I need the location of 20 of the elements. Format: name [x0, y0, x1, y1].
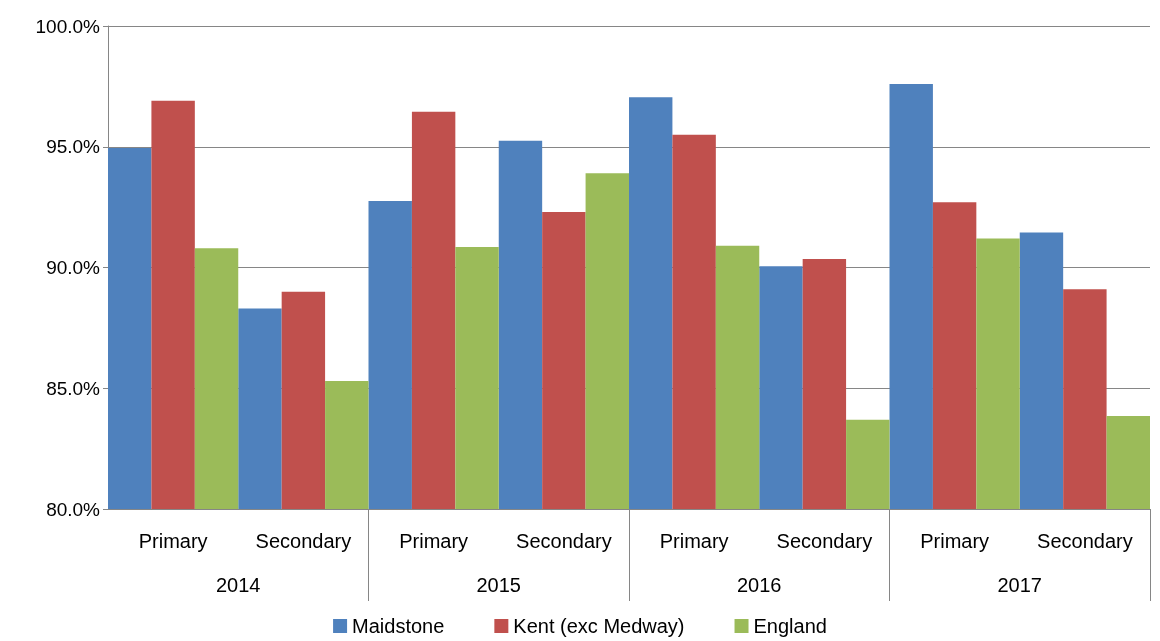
x-tick-label: Secondary [776, 530, 873, 552]
y-tick-label: 100.0% [35, 15, 101, 37]
legend-label: Kent (exc Medway) [513, 615, 685, 637]
text: 2014 [216, 574, 261, 596]
y-tick-label: 85.0% [46, 377, 101, 399]
x-tick-label: Secondary [1037, 530, 1133, 552]
y-tick-label: 95.0% [46, 136, 101, 158]
x-tick-label: Primary [399, 530, 469, 552]
text: 2017 [997, 574, 1042, 596]
legend-label: Maidstone [352, 615, 445, 637]
x-tick-label: Secondary [516, 530, 612, 552]
x-tick-label: Primary [138, 530, 208, 552]
x-tick-label: Secondary [255, 530, 352, 552]
text: 2015 [476, 574, 521, 596]
legend-label: England [753, 615, 827, 637]
text: 2016 [737, 574, 782, 596]
x-tick-label: Primary [659, 530, 729, 552]
y-tick-label: 90.0% [46, 257, 101, 278]
x-tick-label: Primary [920, 530, 990, 552]
y-tick-label: 80.0% [46, 498, 101, 520]
